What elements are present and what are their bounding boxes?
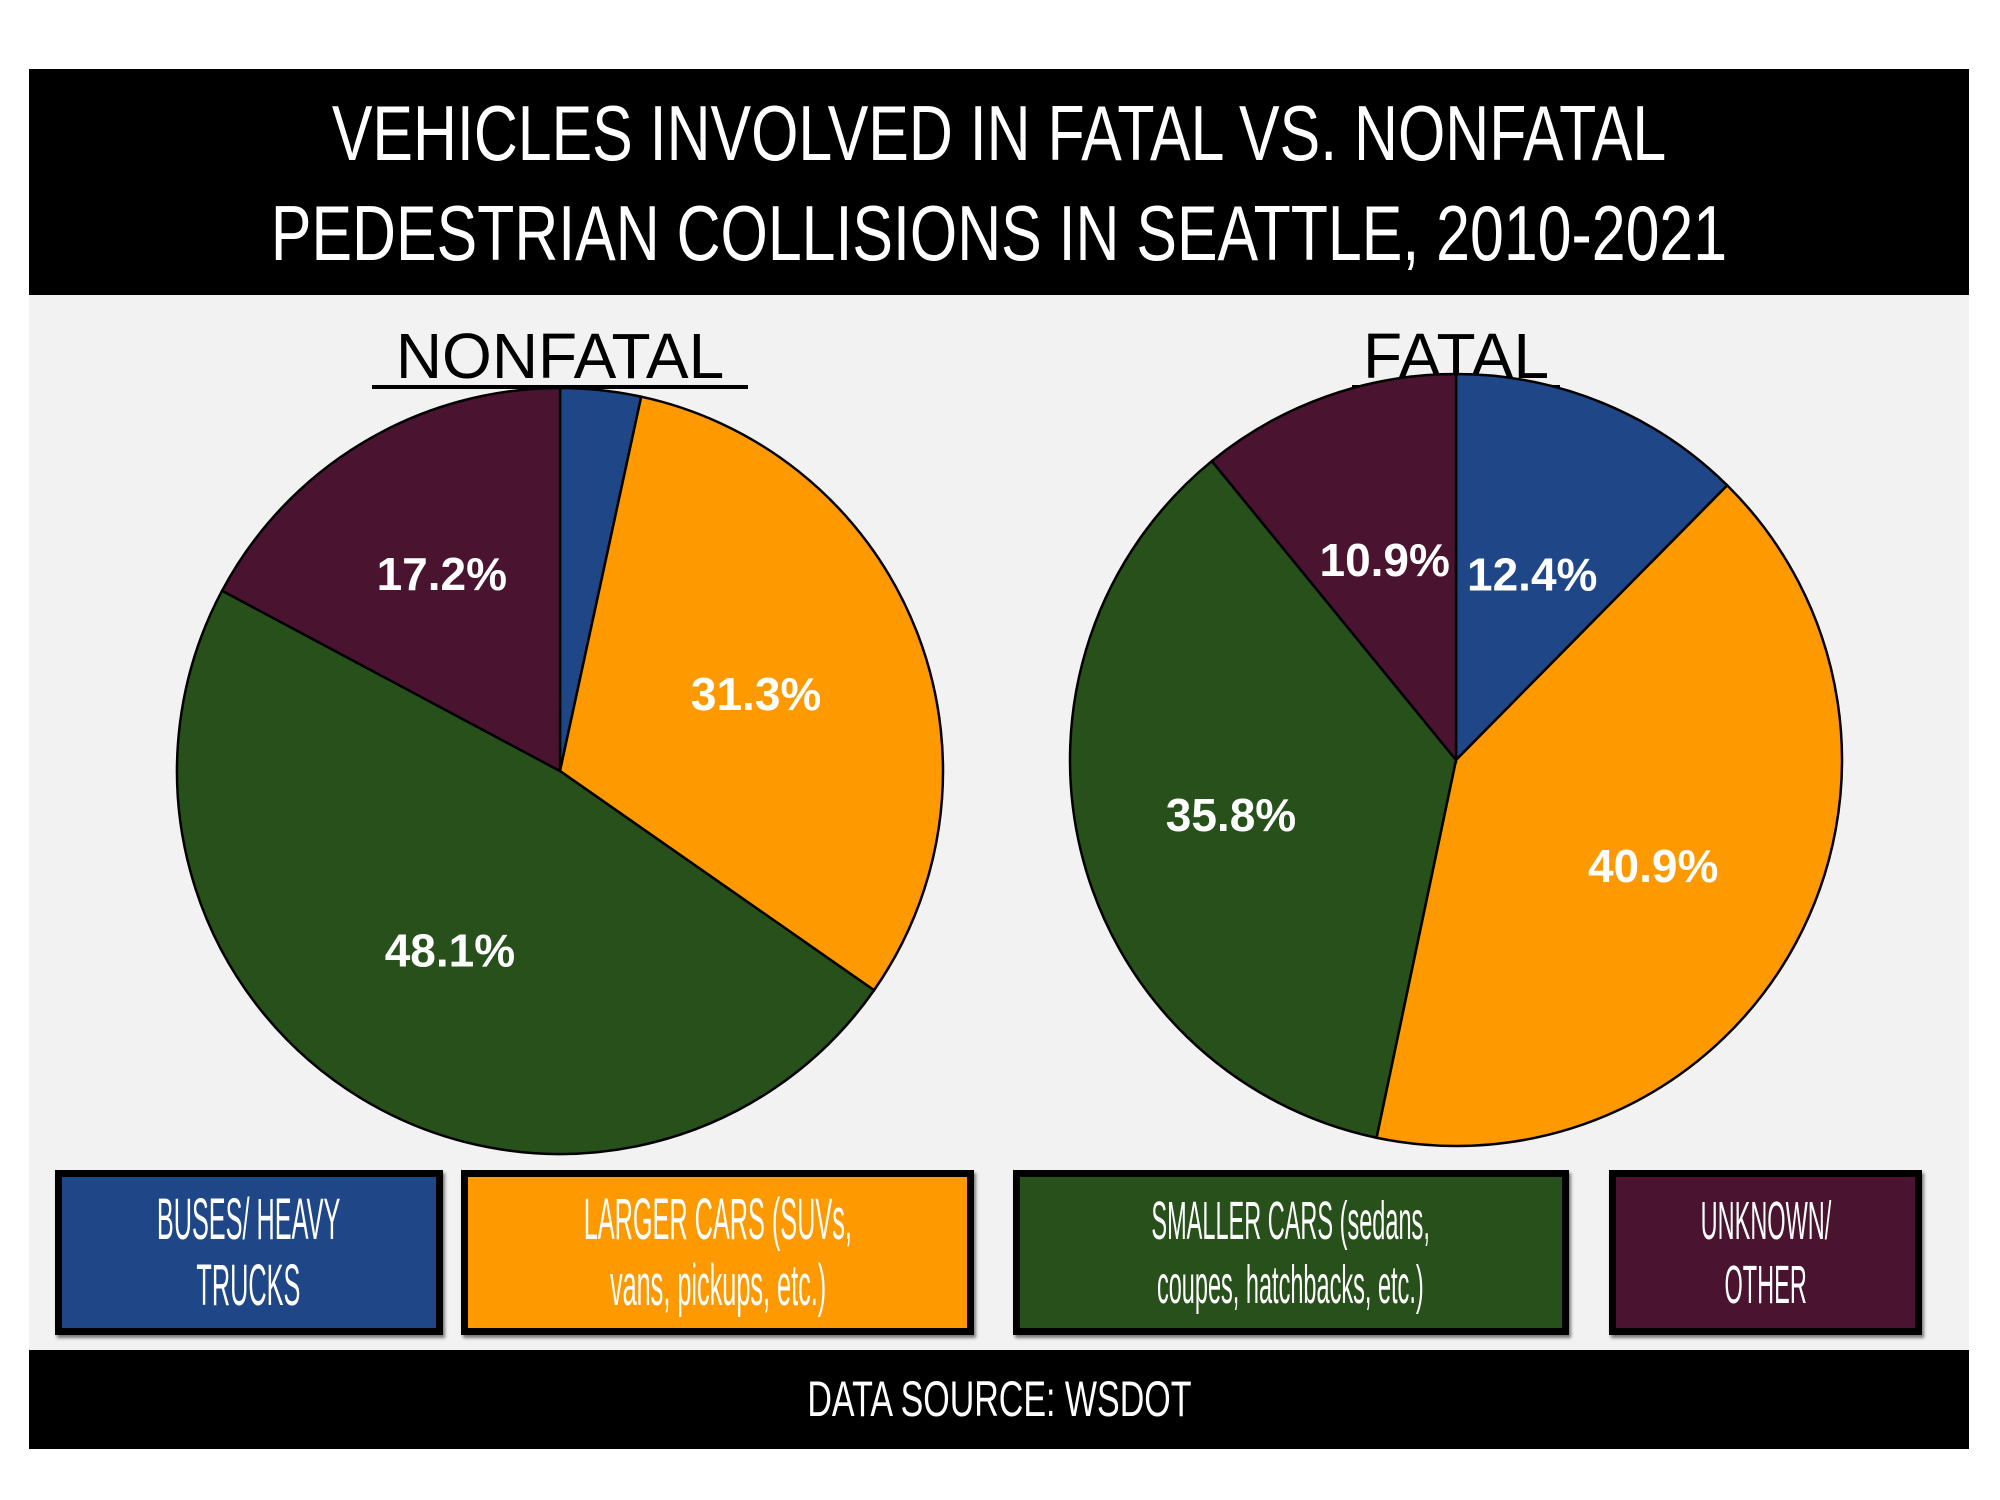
pie-slice-buses-heavy-trucks: [1454, 372, 1729, 764]
pie-data-label: 12.4%: [1467, 548, 1597, 600]
legend-item-buses-heavy-trucks: BUSES/ HEAVY TRUCKS: [55, 1170, 443, 1335]
pie-data-label: 48.1%: [385, 925, 515, 977]
chart-title-line-2: PEDESTRIAN COLLISIONS IN SEATTLE, 2010-2…: [270, 189, 1728, 277]
legend-item-larger-cars: LARGER CARS (SUVs, vans, pickups, etc.): [461, 1170, 974, 1335]
pie-title-nonfatal: NONFATAL: [396, 320, 724, 392]
chart-title-line-1: VEHICLES INVOLVED IN FATAL VS. NONFATAL: [331, 89, 1667, 177]
legend-label-line2: vans, pickups, etc.): [609, 1252, 826, 1318]
title-banner: VEHICLES INVOLVED IN FATAL VS. NONFATAL …: [29, 69, 1969, 295]
pie-slice-smaller-cars: [175, 589, 876, 1156]
pie-slice-smaller-cars: [1068, 459, 1458, 1140]
pie-nonfatal: NONFATAL 31.3% 48.1% 17.2%: [175, 320, 945, 1156]
pie-data-label: 35.8%: [1166, 789, 1296, 841]
legend-label-line2: TRUCKS: [197, 1252, 301, 1318]
legend-label-line1: BUSES/ HEAVY: [157, 1186, 341, 1252]
source-banner: DATA SOURCE: WSDOT: [29, 1350, 1969, 1449]
legend-item-smaller-cars: SMALLER CARS (sedans, coupes, hatchbacks,…: [1013, 1170, 1569, 1335]
legend-item-unknown-other: UNKNOWN/OTHER: [1609, 1170, 1922, 1335]
legend-label-line1: SMALLER CARS (sedans,: [1151, 1190, 1431, 1251]
pie-slice-larger-cars: [1375, 483, 1844, 1148]
pie-data-label: 40.9%: [1588, 840, 1718, 892]
legend-label-line2: OTHER: [1724, 1254, 1807, 1315]
pie-data-label: 17.2%: [377, 548, 507, 600]
legend-label-line1: UNKNOWN/: [1700, 1190, 1831, 1251]
pie-fatal: FATAL 12.4%40.9%35.8%10.9%: [1068, 320, 1844, 1148]
legend-label-line2: coupes, hatchbacks, etc.): [1157, 1254, 1425, 1315]
data-source: DATA SOURCE: WSDOT: [806, 1371, 1192, 1427]
pie-data-label: 31.3%: [691, 668, 821, 720]
pie-slice-unknown-other: [220, 386, 562, 774]
pie-slice-larger-cars: [558, 395, 945, 992]
pie-data-label: 10.9%: [1319, 534, 1449, 586]
pie-slice-unknown-other: [1210, 372, 1458, 764]
legend-label-line1: LARGER CARS (SUVs,: [583, 1186, 852, 1252]
